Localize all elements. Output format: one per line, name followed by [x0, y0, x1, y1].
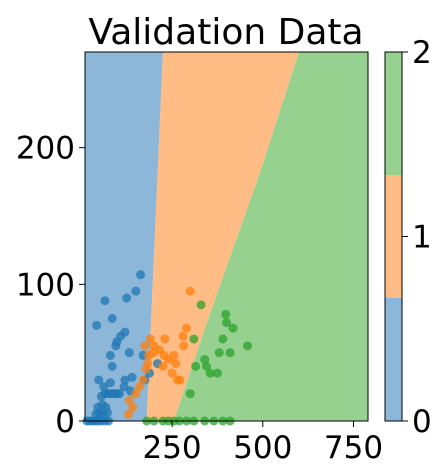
point-class-1 — [140, 341, 150, 351]
point-class-2 — [228, 323, 238, 333]
x-tick-label: 500 — [233, 430, 292, 466]
point-class-1 — [143, 359, 153, 369]
point-class-0 — [136, 270, 146, 280]
colorbar-segment-2 — [385, 52, 402, 175]
x-tick-label: 750 — [324, 430, 383, 466]
point-class-1 — [145, 334, 155, 344]
point-class-1 — [128, 402, 138, 412]
colorbar-segment-1 — [385, 175, 402, 298]
point-class-1 — [178, 331, 188, 341]
point-class-1 — [160, 334, 170, 344]
point-class-0 — [131, 286, 141, 296]
point-class-2 — [202, 361, 212, 371]
point-class-0 — [101, 402, 111, 412]
class-2-region — [173, 52, 368, 421]
point-class-1 — [124, 409, 134, 419]
point-class-0 — [94, 375, 104, 385]
y-tick-label: 100 — [16, 267, 75, 303]
point-class-1 — [131, 389, 141, 399]
point-class-1 — [124, 396, 134, 405]
x-axis: 250 500 750 — [142, 421, 383, 466]
colorbar-tick-label: 0 — [412, 404, 432, 440]
point-class-2 — [214, 348, 224, 358]
colorbar-segment-0 — [385, 298, 402, 421]
point-class-1 — [171, 359, 181, 369]
point-class-1 — [169, 350, 179, 360]
colorbar-tick-label: 1 — [412, 220, 432, 256]
point-class-2 — [191, 361, 201, 371]
point-class-1 — [158, 361, 168, 371]
point-class-0 — [92, 320, 102, 330]
point-class-0 — [124, 348, 134, 358]
point-class-2 — [196, 300, 206, 310]
colorbar: 0 1 2 — [384, 35, 432, 440]
chart-title: Validation Data — [88, 12, 363, 53]
point-class-1 — [182, 323, 192, 333]
point-class-2 — [222, 318, 231, 328]
y-tick-label: 0 — [55, 404, 75, 440]
point-class-2 — [243, 341, 253, 351]
point-class-2 — [189, 334, 199, 344]
point-class-1 — [134, 382, 144, 392]
point-class-0 — [127, 372, 137, 382]
point-class-0 — [107, 314, 117, 323]
point-class-0 — [105, 350, 115, 360]
point-class-0 — [105, 378, 115, 388]
point-class-1 — [185, 286, 195, 296]
point-class-2 — [221, 309, 231, 319]
plot-area — [82, 51, 369, 426]
point-class-1 — [167, 368, 177, 378]
point-class-2 — [225, 348, 235, 358]
point-class-0 — [107, 361, 117, 371]
y-tick-label: 200 — [16, 131, 75, 167]
point-class-1 — [179, 341, 189, 351]
point-class-2 — [218, 334, 228, 344]
colorbar-tick-label: 2 — [412, 35, 432, 71]
class-0-region — [85, 52, 164, 421]
point-class-2 — [185, 389, 195, 399]
point-class-1 — [175, 375, 185, 385]
plot-frame — [84, 51, 369, 422]
point-class-0 — [99, 382, 109, 392]
point-class-0 — [100, 296, 110, 306]
point-class-1 — [138, 375, 148, 385]
point-class-2 — [200, 355, 210, 364]
point-class-2 — [212, 368, 222, 378]
x-tick-label: 250 — [142, 430, 201, 466]
point-class-0 — [120, 375, 130, 385]
point-class-0 — [114, 389, 124, 399]
point-class-0 — [112, 337, 122, 347]
point-class-0 — [122, 293, 132, 303]
point-class-1 — [148, 348, 158, 358]
point-class-2 — [205, 368, 215, 378]
y-axis: 0 100 200 — [16, 131, 85, 440]
